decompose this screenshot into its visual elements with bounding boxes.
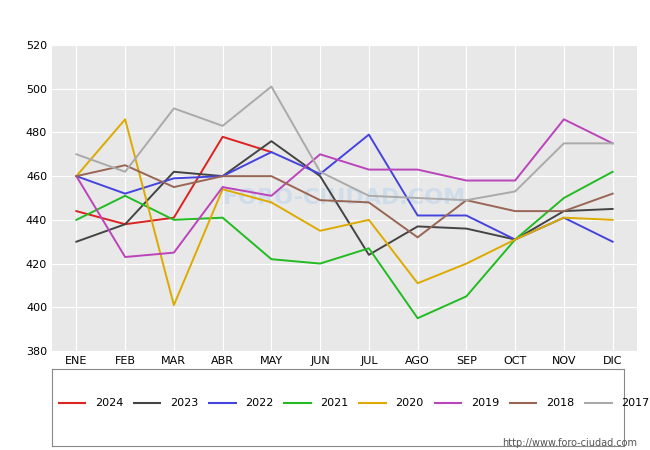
Text: 2024: 2024 xyxy=(95,398,124,409)
Text: 2019: 2019 xyxy=(471,398,499,409)
Text: 2017: 2017 xyxy=(621,398,649,409)
Text: Afiliados en El Burgo a 31/5/2024: Afiliados en El Burgo a 31/5/2024 xyxy=(162,9,488,27)
Text: 2020: 2020 xyxy=(396,398,424,409)
Text: 2023: 2023 xyxy=(170,398,198,409)
Text: FORO-CIUDAD.COM: FORO-CIUDAD.COM xyxy=(224,188,465,208)
Text: 2021: 2021 xyxy=(320,398,348,409)
Text: 2018: 2018 xyxy=(546,398,574,409)
Text: 2022: 2022 xyxy=(245,398,274,409)
Text: http://www.foro-ciudad.com: http://www.foro-ciudad.com xyxy=(502,438,637,448)
